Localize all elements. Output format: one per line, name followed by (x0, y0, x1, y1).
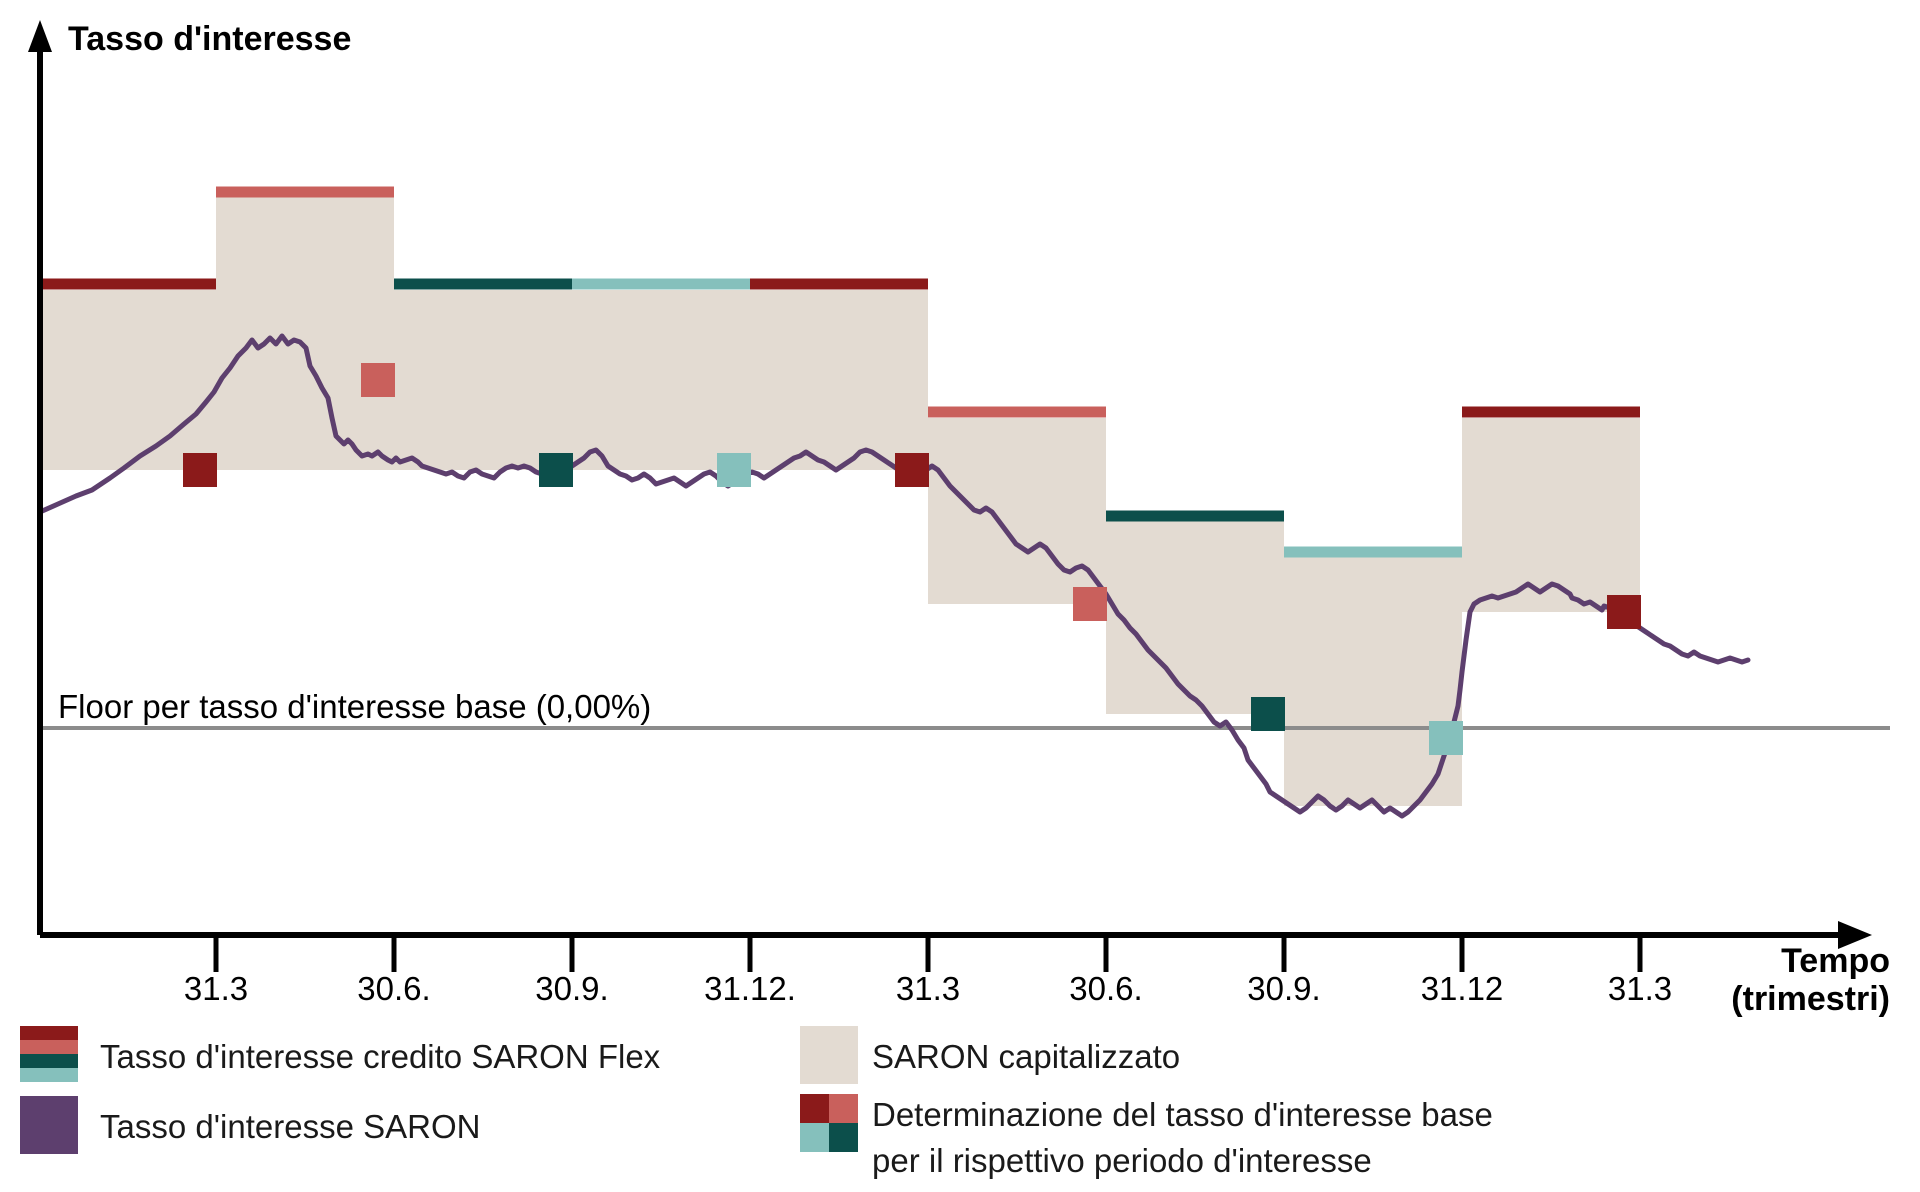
legend-swatch-dark-teal (20, 1054, 78, 1068)
x-axis-ticks (213, 935, 1643, 972)
base-rate-marker (361, 363, 395, 397)
base-rate-marker (1073, 587, 1107, 621)
legend-item-saron-capitalized[interactable]: SARON capitalizzato (800, 1026, 1180, 1084)
legend-label-saron-rate: Tasso d'interesse SARON (100, 1108, 480, 1145)
capitalized-band (394, 290, 572, 470)
x-tick-label: 30.9. (1247, 970, 1320, 1007)
legend: Tasso d'interesse credito SARON Flex Tas… (20, 1026, 1493, 1179)
legend-item-credit-rate[interactable]: Tasso d'interesse credito SARON Flex (20, 1026, 661, 1082)
capitalized-band (928, 418, 1106, 604)
legend-swatch-light-teal (20, 1068, 78, 1082)
legend-quad-dark-teal (829, 1123, 858, 1152)
legend-quad-dark-red (800, 1094, 829, 1123)
x-tick-label: 31.12 (1421, 970, 1504, 1007)
legend-swatch-purple (20, 1096, 78, 1154)
saron-rate-line (37, 333, 1751, 819)
base-rate-marker (1607, 595, 1641, 629)
x-tick-label: 30.6. (357, 970, 430, 1007)
x-tick-label: 30.9. (535, 970, 608, 1007)
capitalized-band (216, 196, 394, 470)
legend-item-saron-rate[interactable]: Tasso d'interesse SARON (20, 1096, 480, 1154)
base-rate-marker (717, 453, 751, 487)
base-rate-marker (895, 453, 929, 487)
x-tick-label: 31.3 (1608, 970, 1672, 1007)
legend-swatch-light-red (20, 1040, 78, 1054)
base-rate-marker (183, 453, 217, 487)
base-rate-markers (183, 363, 1641, 755)
y-axis-title: Tasso d'interesse (68, 20, 351, 58)
x-axis (40, 921, 1872, 972)
legend-label-saron-capitalized: SARON capitalizzato (872, 1038, 1180, 1075)
x-axis-title-line1: Tempo (1781, 942, 1890, 980)
legend-label-base-rate-determination: Determinazione del tasso d'interesse bas… (872, 1096, 1493, 1133)
x-axis-tick-labels: 31.3 30.6. 30.9. 31.12. 31.3 30.6. 30.9. 31.12 3… (184, 970, 1672, 1007)
legend-label-base-rate-determination-line2: per il rispettivo periodo d'interesse (872, 1142, 1372, 1179)
capitalized-band (40, 290, 216, 470)
x-tick-label: 30.6. (1069, 970, 1142, 1007)
y-axis (28, 20, 52, 935)
legend-swatch-dark-red (20, 1026, 78, 1040)
x-axis-title-line2: (trimestri) (1731, 980, 1890, 1018)
legend-swatch-beige (800, 1026, 858, 1084)
legend-quad-light-teal (800, 1123, 829, 1152)
legend-quad-light-red (829, 1094, 858, 1123)
capitalized-band (572, 290, 750, 470)
x-tick-label: 31.3 (184, 970, 248, 1007)
base-rate-marker (539, 453, 573, 487)
base-rate-marker (1429, 721, 1463, 755)
legend-label-credit-rate: Tasso d'interesse credito SARON Flex (100, 1038, 661, 1075)
x-tick-label: 31.12. (704, 970, 796, 1007)
floor-annotation-label: Floor per tasso d'interesse base (0,00%) (58, 688, 651, 725)
saron-capitalized-area (40, 196, 1640, 806)
base-rate-marker (1251, 697, 1285, 731)
capitalized-band (1284, 556, 1462, 806)
credit-rate-step-line (40, 186, 1640, 558)
capitalized-band (1106, 520, 1284, 714)
legend-item-base-rate-determination[interactable]: Determinazione del tasso d'interesse bas… (800, 1094, 1493, 1179)
capitalized-band (750, 290, 928, 470)
capitalized-band (1462, 418, 1640, 612)
x-tick-label: 31.3 (896, 970, 960, 1007)
